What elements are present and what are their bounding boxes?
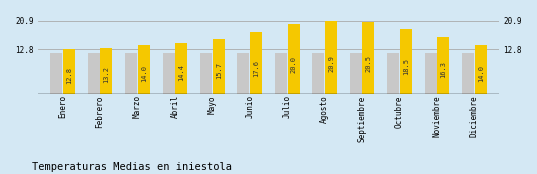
Text: 14.0: 14.0 [141,65,147,82]
Bar [88,53,100,94]
Bar [475,45,487,94]
Bar [237,53,249,94]
Text: Temperaturas Medias en iniestola: Temperaturas Medias en iniestola [32,162,232,172]
Bar [288,24,300,94]
Bar [325,21,337,94]
Bar [275,53,287,94]
Bar [200,53,212,94]
Bar [163,53,175,94]
Text: 14.0: 14.0 [478,65,484,82]
Bar [462,53,474,94]
Bar [63,49,75,94]
Text: 15.7: 15.7 [216,62,222,79]
Bar [350,53,362,94]
Text: 20.9: 20.9 [328,55,334,72]
Bar [50,53,62,94]
Bar [425,53,437,94]
Text: 18.5: 18.5 [403,58,409,75]
Text: 16.3: 16.3 [440,61,446,78]
Bar [100,48,112,94]
Text: 20.0: 20.0 [291,56,296,73]
Text: 20.5: 20.5 [365,55,372,72]
Bar [313,53,324,94]
Text: 13.2: 13.2 [104,66,110,83]
Bar [213,39,224,94]
Bar [387,53,399,94]
Bar [138,45,150,94]
Bar [250,32,262,94]
Text: 17.6: 17.6 [253,60,259,77]
Bar [362,22,374,94]
Bar [400,29,412,94]
Bar [125,53,137,94]
Bar [175,44,187,94]
Text: 14.4: 14.4 [178,64,184,81]
Bar [437,37,449,94]
Text: 12.8: 12.8 [66,67,72,84]
